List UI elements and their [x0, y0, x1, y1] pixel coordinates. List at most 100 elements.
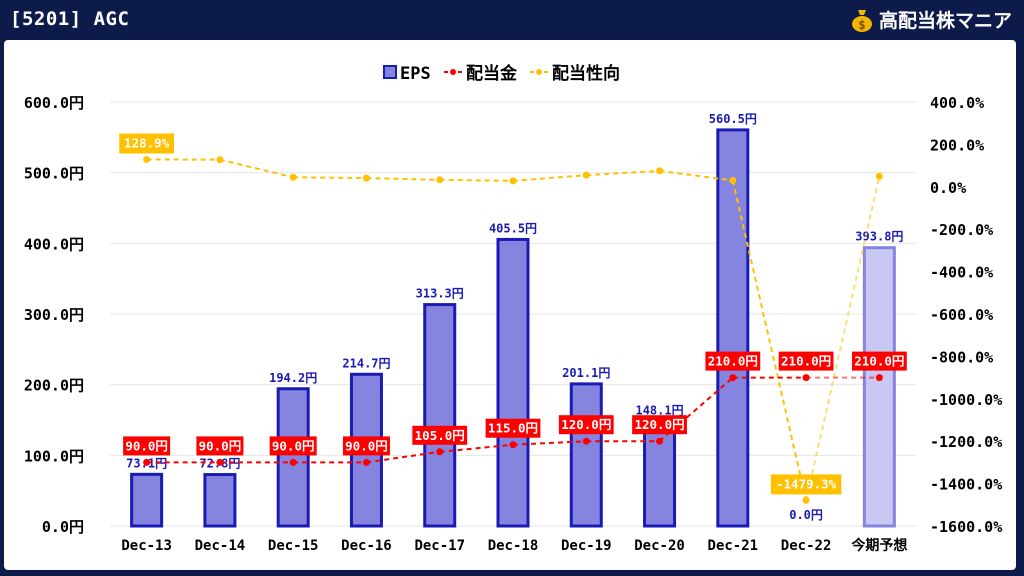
dividend-data-label: 115.0円 [485, 418, 541, 438]
y-tick-label: 0.0円 [42, 518, 84, 536]
dividend-point [802, 374, 810, 382]
dividend-label-text: 90.0円 [272, 438, 315, 453]
y-tick-label: 600.0円 [24, 94, 84, 112]
eps-data-label: 393.8円 [855, 230, 903, 244]
x-tick-label: Dec-13 [121, 538, 172, 554]
dividend-point [582, 437, 590, 445]
eps-data-label: 313.3円 [416, 287, 464, 301]
y-tick-label: 500.0円 [24, 165, 84, 183]
legend-label: 配当金 [466, 63, 518, 84]
eps-bar [569, 382, 603, 528]
dividend-label-box [851, 351, 907, 371]
dividend-label-box [342, 436, 390, 456]
payout-point [729, 176, 737, 184]
eps-data-label: 148.1円 [635, 403, 683, 417]
payout-point [289, 173, 297, 181]
eps-bar [203, 473, 237, 528]
payout-point [582, 171, 590, 179]
eps-data-label: 0.0円 [789, 508, 823, 522]
y2-tick-label: -1600.0% [930, 518, 1002, 536]
x-tick-label: Dec-20 [634, 538, 685, 554]
eps-bar [130, 472, 164, 528]
y2-tick-label: -400.0% [930, 264, 993, 282]
dividend-line-segment [366, 450, 440, 464]
payout-line-segment [805, 175, 881, 501]
payout-line-segment [439, 178, 514, 182]
svg-text:$: $ [858, 18, 865, 32]
y2-tick-label: -1000.0% [930, 391, 1002, 409]
eps-data-label: 194.2円 [269, 371, 317, 385]
dividend-label-text: 90.0円 [125, 438, 168, 453]
x-tick-label: Dec-21 [708, 538, 759, 554]
dividend-label-text: 115.0円 [488, 421, 538, 436]
payout-line-segment [731, 180, 808, 501]
dividend-label-text: 210.0円 [854, 354, 904, 369]
dividend-label-text: 210.0円 [708, 354, 758, 369]
x-tick-label: Dec-16 [341, 538, 392, 554]
y-tick-label: 100.0円 [24, 447, 84, 465]
chart-panel: 0.0円 100.0円 200.0円 300.0円 400.0円 500.0円 600.0円… [4, 40, 1016, 570]
eps-bar [716, 128, 750, 528]
dividend-label-text: 90.0円 [345, 438, 388, 453]
dividend-label-text: 120.0円 [634, 417, 684, 432]
dividend-label-box [412, 425, 468, 445]
brand: $ 高配当株マニア [851, 6, 1012, 33]
dividend-point [216, 458, 224, 466]
x-tick-label: Dec-15 [268, 538, 319, 554]
legend-swatch-marker [536, 69, 542, 75]
y2-tick-label: 400.0% [930, 94, 984, 112]
dividend-point [289, 458, 297, 466]
payout-point [802, 496, 810, 504]
header-bar: [5201] AGC $ 高配当株マニア [0, 0, 1024, 40]
dividend-point [656, 437, 664, 445]
payout-point [362, 174, 370, 182]
payout-label-text: -1479.3% [776, 476, 837, 491]
dividend-label-text: 120.0円 [561, 417, 611, 432]
y-tick-label: 300.0円 [24, 306, 84, 324]
x-tick-label: Dec-18 [488, 538, 539, 554]
dividend-data-label: 120.0円 [632, 415, 687, 435]
dividend-data-label: 90.0円 [196, 436, 244, 456]
dividend-data-label: 210.0円 [778, 351, 834, 371]
legend-label: 配当性向 [552, 63, 620, 84]
dividend-data-label: 210.0円 [705, 351, 761, 371]
payout-point [875, 172, 883, 180]
payout-label-box [119, 133, 175, 154]
y2-tick-label: -1200.0% [930, 433, 1002, 451]
x-tick-label: Dec-17 [414, 538, 465, 554]
eps-data-label: 560.5円 [709, 112, 757, 126]
y2-tick-label: -800.0% [930, 348, 993, 366]
dividend-label-box [705, 351, 761, 371]
dividend-point [509, 441, 517, 449]
x-tick-label: Dec-14 [195, 538, 246, 554]
legend-swatch-eps [383, 65, 397, 79]
y2-tick-label: -1400.0% [930, 476, 1002, 494]
y2-tick-label: 0.0% [930, 179, 966, 197]
eps-dividend-chart: 0.0円 100.0円 200.0円 300.0円 400.0円 500.0円 600.0円… [24, 63, 1002, 554]
payout-line-segment [293, 176, 367, 180]
eps-bar [423, 303, 457, 528]
dividend-data-label: 105.0円 [412, 425, 468, 445]
eps-bar [496, 237, 530, 528]
dividend-data-label: 90.0円 [342, 436, 390, 456]
dividend-label-box [485, 418, 541, 438]
y2-tick-label: 200.0% [930, 136, 984, 154]
dividend-label-text: 210.0円 [781, 354, 831, 369]
dividend-data-label: 120.0円 [558, 415, 614, 435]
eps-bar [643, 419, 677, 528]
payout-line-segment [512, 174, 587, 182]
legend-swatch-marker [450, 69, 456, 75]
eps-bar [862, 246, 896, 528]
page-title: [5201] AGC [10, 8, 130, 30]
x-tick-label: Dec-19 [561, 538, 612, 554]
payout-point [436, 176, 444, 184]
dividend-line-segment [512, 440, 587, 446]
eps-data-label: 201.1円 [562, 366, 610, 380]
money-bag-icon: $ [851, 8, 873, 32]
y-tick-label: 200.0円 [24, 377, 84, 395]
dividend-point [143, 458, 151, 466]
payout-data-label: -1479.3% [770, 474, 842, 495]
brand-name: 高配当株マニア [878, 10, 1012, 32]
dividend-label-box [558, 415, 614, 435]
eps-bar [276, 387, 310, 528]
